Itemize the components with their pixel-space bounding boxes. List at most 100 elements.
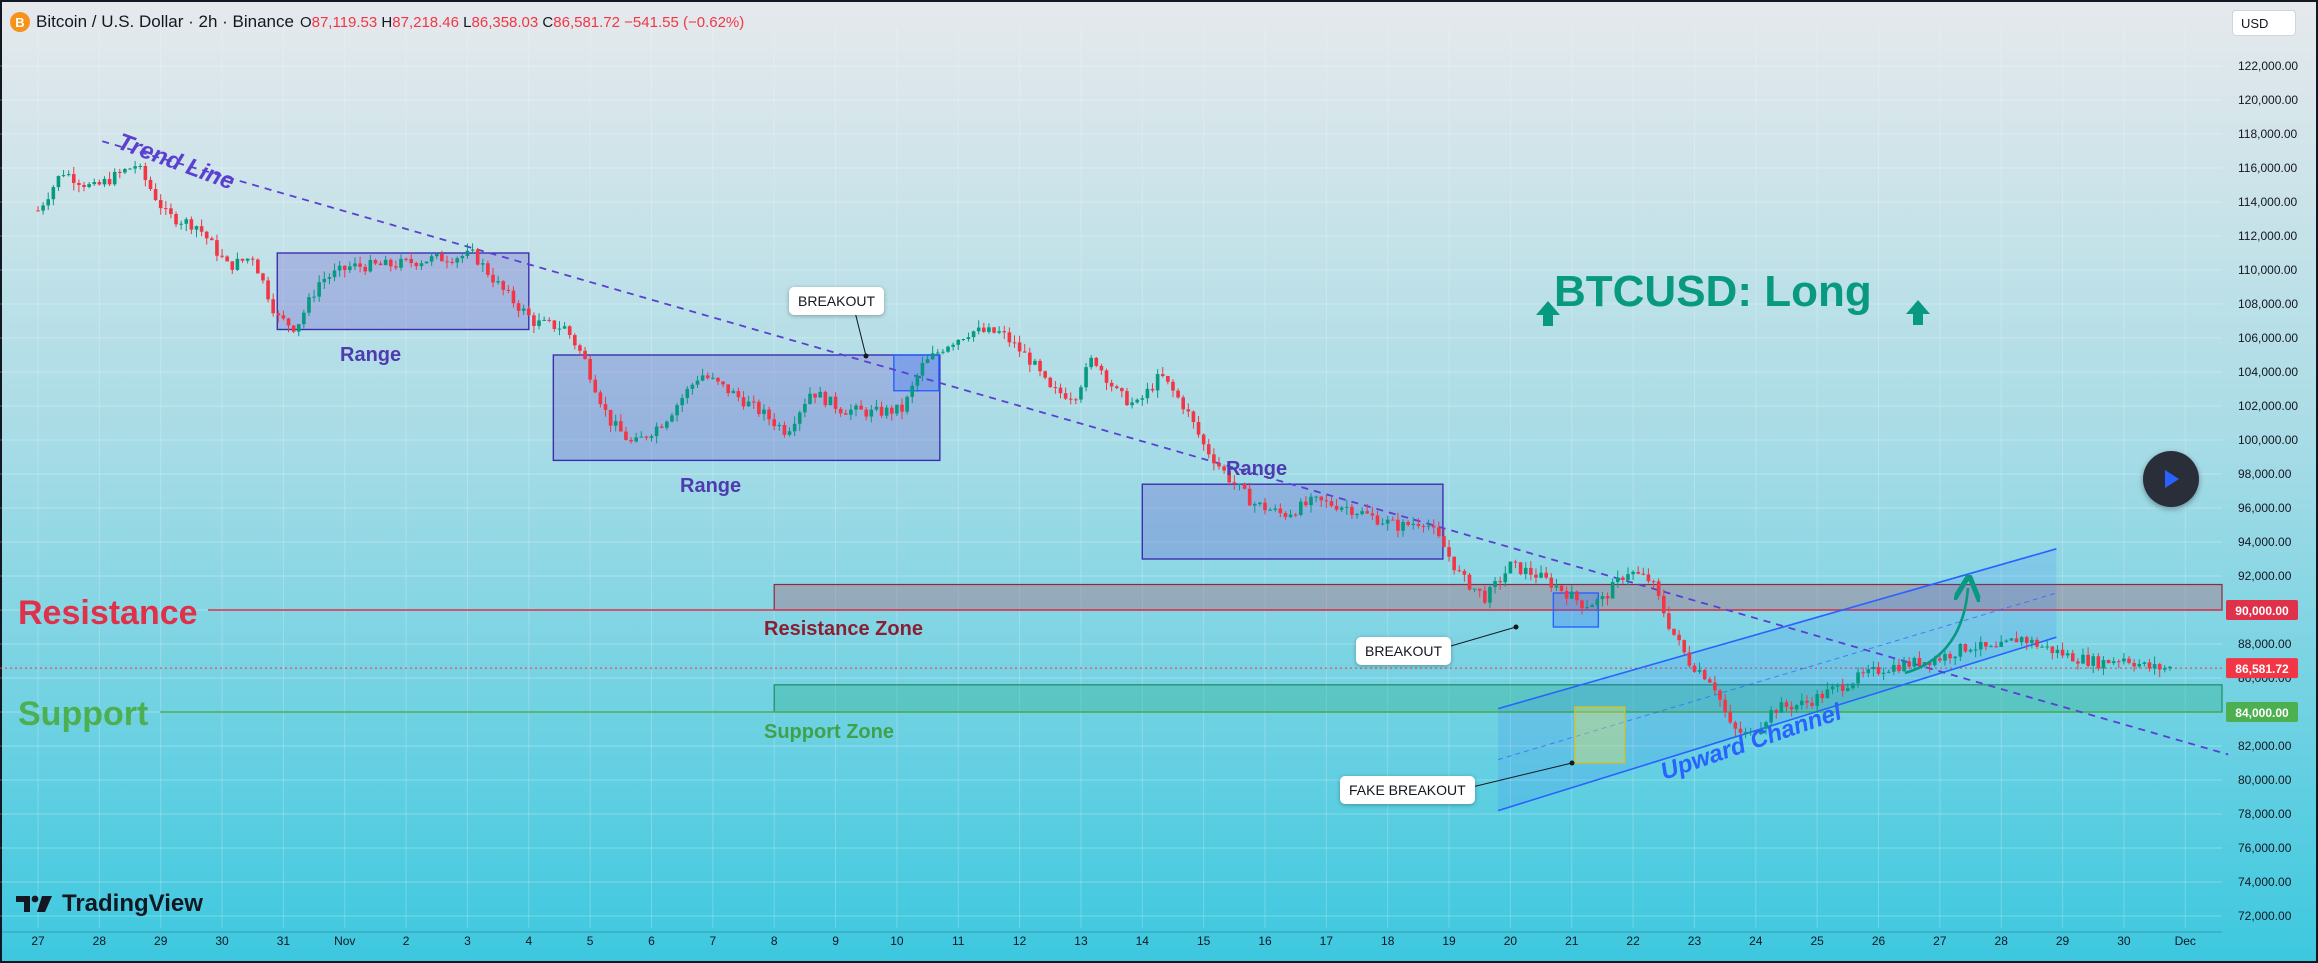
candle-body (460, 255, 465, 259)
candle-body (838, 408, 843, 414)
candle-body (148, 179, 153, 189)
candle-body (726, 384, 730, 394)
candle-body (2132, 662, 2136, 667)
breakout-callout-1[interactable]: BREAKOUT (789, 287, 885, 315)
candle-body (1135, 399, 1139, 403)
candle-body (56, 176, 61, 188)
candle-body (1360, 511, 1364, 515)
candle-body (532, 315, 536, 326)
currency-button[interactable]: USD (2232, 10, 2296, 36)
candle-body (2009, 638, 2014, 641)
candle-body (1554, 585, 1559, 588)
replay-button[interactable] (2143, 451, 2199, 507)
candle-body (189, 219, 194, 230)
candle-body (690, 384, 695, 389)
candle-body (516, 303, 521, 311)
candle-body (61, 175, 66, 177)
breakout-leader (854, 311, 867, 357)
upward-channel-fill (1498, 548, 2057, 811)
candle-body (475, 249, 480, 265)
candle-body (399, 258, 403, 268)
candle-body (1575, 591, 1579, 601)
candle-body (1007, 332, 1012, 343)
candle-body (1789, 706, 1794, 710)
candle-body (2116, 661, 2121, 663)
range-label: Range (1226, 458, 1287, 480)
candle-body (1774, 710, 1779, 713)
candle-body (542, 319, 546, 321)
candle-body (1355, 514, 1359, 516)
candle-body (1656, 581, 1661, 596)
range-box (276, 252, 530, 331)
candle-body (1534, 574, 1538, 578)
candle-body (1631, 571, 1635, 575)
candle-body (66, 174, 71, 176)
fake-breakout-callout[interactable]: FAKE BREAKOUT (1340, 776, 1475, 804)
candle-body (1978, 642, 1983, 650)
candle-body (613, 421, 618, 426)
high-label: H (381, 13, 393, 31)
ohlc-values: O87,119.53 H87,218.46 L86,358.03 C86,581… (300, 14, 744, 31)
candle-body (250, 258, 255, 260)
candle-body (1902, 661, 1906, 672)
candle-body (409, 258, 414, 263)
tradingview-logo[interactable]: TradingView (16, 890, 203, 918)
y-tick-label: 76,000.00 (2238, 841, 2292, 855)
candle-body (1876, 667, 1881, 674)
candle-body (741, 397, 746, 407)
candle-body (429, 256, 434, 262)
candle-body (138, 165, 143, 167)
candle-body (1713, 682, 1717, 691)
candle-body (1196, 422, 1201, 435)
x-tick-label: 31 (277, 934, 291, 948)
x-tick-label: 7 (710, 934, 717, 948)
candle-body (982, 327, 986, 332)
candle-body (1298, 501, 1303, 515)
y-tick-label: 72,000.00 (2238, 909, 2292, 923)
candle-body (695, 380, 700, 385)
candle-body (174, 214, 178, 225)
candle-body (1191, 411, 1196, 423)
candle-body (1217, 463, 1221, 467)
candle-body (440, 253, 444, 262)
candle-body (2142, 662, 2147, 664)
candle-body (578, 345, 582, 351)
candle-body (1672, 628, 1676, 635)
candle-body (1365, 511, 1370, 514)
candle-body (2065, 653, 2070, 656)
candle-body (920, 363, 925, 376)
candle-body (1830, 686, 1835, 690)
candle-body (348, 266, 352, 271)
x-tick-label: Dec (2175, 934, 2196, 948)
candle-body (639, 436, 644, 438)
low-value: 86,358.03 (471, 13, 539, 31)
candle-body (102, 178, 107, 185)
candle-body (1866, 669, 1871, 674)
candle-body (757, 401, 761, 414)
candle-body (716, 377, 720, 382)
candle-body (1984, 642, 1988, 647)
candle-body (1815, 693, 1819, 706)
candle-body (997, 331, 1001, 333)
candle-body (593, 379, 598, 393)
candle-body (434, 253, 439, 257)
candle-body (705, 375, 710, 379)
candle-body (992, 327, 996, 333)
candle-body (450, 261, 454, 263)
support-zone-label: Support Zone (764, 721, 894, 743)
candle-body (1063, 393, 1068, 399)
support-zone (773, 684, 2223, 713)
y-tick-label: 120,000.00 (2238, 93, 2298, 107)
candle-body (2050, 646, 2055, 654)
y-tick-label: 74,000.00 (2238, 875, 2292, 889)
candle-body (2086, 654, 2090, 666)
breakout-callout-2[interactable]: BREAKOUT (1356, 637, 1452, 665)
candle-body (567, 326, 572, 336)
y-tick-label: 116,000.00 (2238, 161, 2297, 175)
symbol-title[interactable]: Bitcoin / U.S. Dollar · 2h · Binance (36, 12, 294, 31)
candle-body (1779, 702, 1784, 713)
candle-body (1125, 391, 1129, 406)
candle-body (368, 259, 373, 272)
